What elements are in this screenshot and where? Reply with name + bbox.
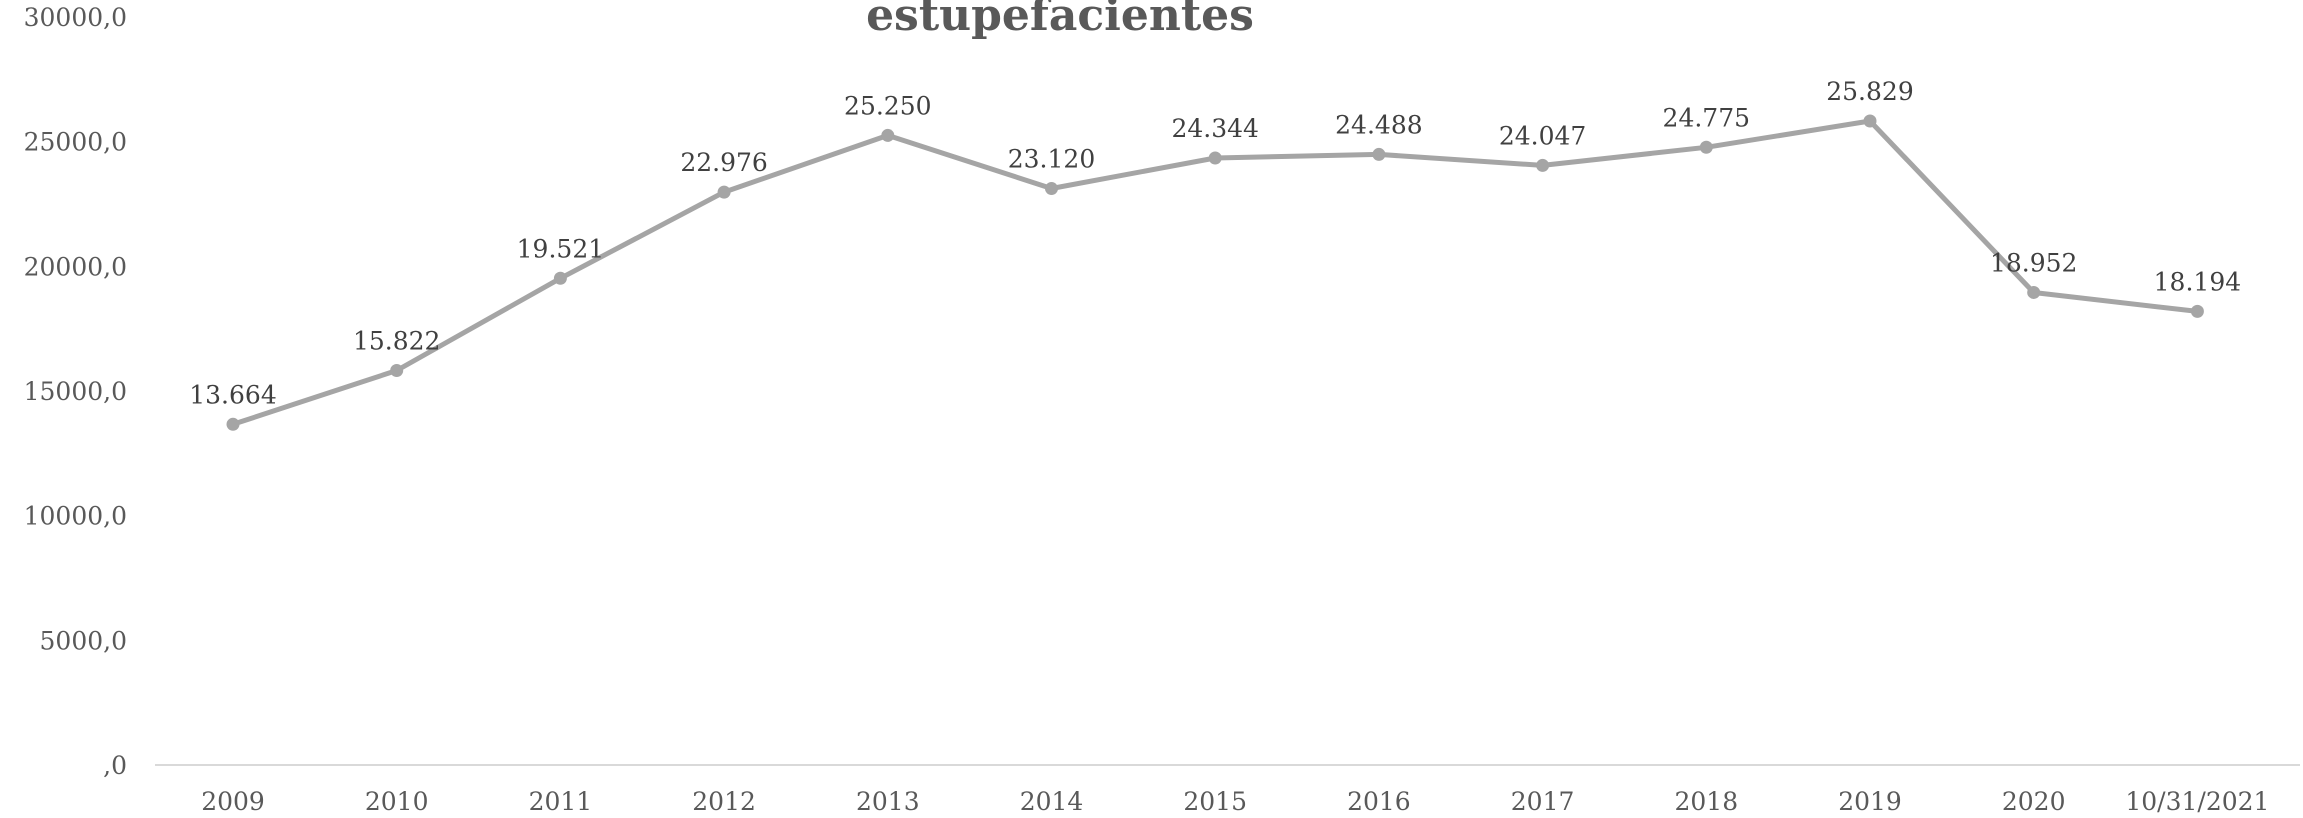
- chart-title: estupefacientes: [866, 0, 1254, 41]
- x-tick-label: 2018: [1674, 787, 1738, 816]
- data-point: [717, 185, 731, 199]
- x-tick-label: 2010: [365, 787, 429, 816]
- data-label: 18.952: [1990, 248, 2077, 277]
- data-label: 24.047: [1499, 121, 1586, 150]
- x-tick-label: 2019: [1838, 787, 1902, 816]
- y-tick-label: 15000,0: [24, 377, 127, 406]
- data-label: 24.488: [1335, 110, 1422, 139]
- y-tick-label: 20000,0: [24, 252, 127, 281]
- data-point: [2027, 285, 2041, 299]
- data-point: [1863, 114, 1877, 128]
- x-tick-label: 2009: [201, 787, 265, 816]
- data-label: 15.822: [353, 327, 440, 356]
- data-label: 13.664: [189, 380, 276, 409]
- series-line: [230, 118, 2200, 427]
- data-point: [881, 128, 895, 142]
- data-point: [1699, 140, 1713, 154]
- x-tick-label: 2017: [1511, 787, 1575, 816]
- data-labels: 13.664 15.822 19.521 22.976 25.250 23.120 24.3…: [189, 77, 2241, 409]
- data-point: [1372, 147, 1386, 161]
- data-point: [1045, 182, 1058, 196]
- data-point: [226, 417, 240, 431]
- y-axis: ,0 5000,0 10000,0 15000,0 20000,0 25000,0 3000…: [24, 3, 127, 780]
- data-label: 25.829: [1826, 77, 1913, 106]
- x-tick-label: 2013: [856, 787, 920, 816]
- data-label: 19.521: [517, 234, 604, 263]
- x-tick-label: 2012: [692, 787, 756, 816]
- x-tick-label: 2016: [1347, 787, 1411, 816]
- y-tick-label: 5000,0: [40, 626, 127, 655]
- x-tick-label: 2011: [529, 787, 593, 816]
- x-axis: 2009 2010 2011 2012 2013 2014 2015 2016 2017 2018…: [201, 787, 2269, 816]
- data-point: [1208, 151, 1222, 165]
- data-label: 18.194: [2154, 267, 2241, 296]
- y-tick-label: ,0: [103, 751, 127, 780]
- x-tick-label: 2020: [2002, 787, 2066, 816]
- data-label: 25.250: [844, 91, 931, 120]
- data-point: [1536, 158, 1550, 172]
- data-label: 24.344: [1171, 114, 1258, 143]
- data-label: 23.120: [1008, 145, 1095, 174]
- y-tick-label: 30000,0: [24, 3, 127, 32]
- x-tick-label: 10/31/2021: [2125, 787, 2269, 816]
- data-point: [2190, 304, 2204, 318]
- data-label: 22.976: [680, 148, 767, 177]
- y-tick-label: 10000,0: [24, 502, 127, 531]
- data-point: [390, 364, 404, 378]
- data-point: [553, 271, 567, 285]
- data-label: 24.775: [1663, 103, 1750, 132]
- x-tick-label: 2015: [1183, 787, 1247, 816]
- y-tick-label: 25000,0: [24, 128, 127, 157]
- data-points: [226, 114, 2204, 431]
- x-tick-label: 2014: [1020, 787, 1084, 816]
